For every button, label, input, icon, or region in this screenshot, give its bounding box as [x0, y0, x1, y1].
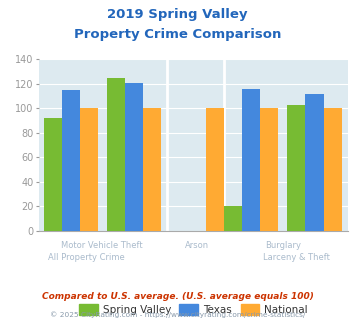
Bar — [44, 118, 62, 231]
Bar — [143, 109, 161, 231]
Bar — [80, 109, 98, 231]
Text: All Property Crime: All Property Crime — [48, 253, 124, 262]
Bar — [288, 105, 305, 231]
Text: Arson: Arson — [185, 241, 209, 250]
Bar — [260, 109, 278, 231]
Text: Larceny & Theft: Larceny & Theft — [263, 253, 330, 262]
Legend: Spring Valley, Texas, National: Spring Valley, Texas, National — [75, 300, 312, 319]
Bar — [206, 109, 224, 231]
Bar — [305, 94, 323, 231]
Text: Compared to U.S. average. (U.S. average equals 100): Compared to U.S. average. (U.S. average … — [42, 292, 313, 301]
Bar — [125, 83, 143, 231]
Text: Motor Vehicle Theft: Motor Vehicle Theft — [61, 241, 143, 250]
Bar — [323, 109, 342, 231]
Bar — [242, 89, 260, 231]
Bar — [107, 78, 125, 231]
Bar — [224, 207, 242, 231]
Bar — [62, 90, 80, 231]
Text: 2019 Spring Valley: 2019 Spring Valley — [107, 8, 248, 21]
Text: © 2025 CityRating.com - https://www.cityrating.com/crime-statistics/: © 2025 CityRating.com - https://www.city… — [50, 311, 305, 317]
Text: Property Crime Comparison: Property Crime Comparison — [74, 28, 281, 41]
Text: Burglary: Burglary — [265, 241, 301, 250]
